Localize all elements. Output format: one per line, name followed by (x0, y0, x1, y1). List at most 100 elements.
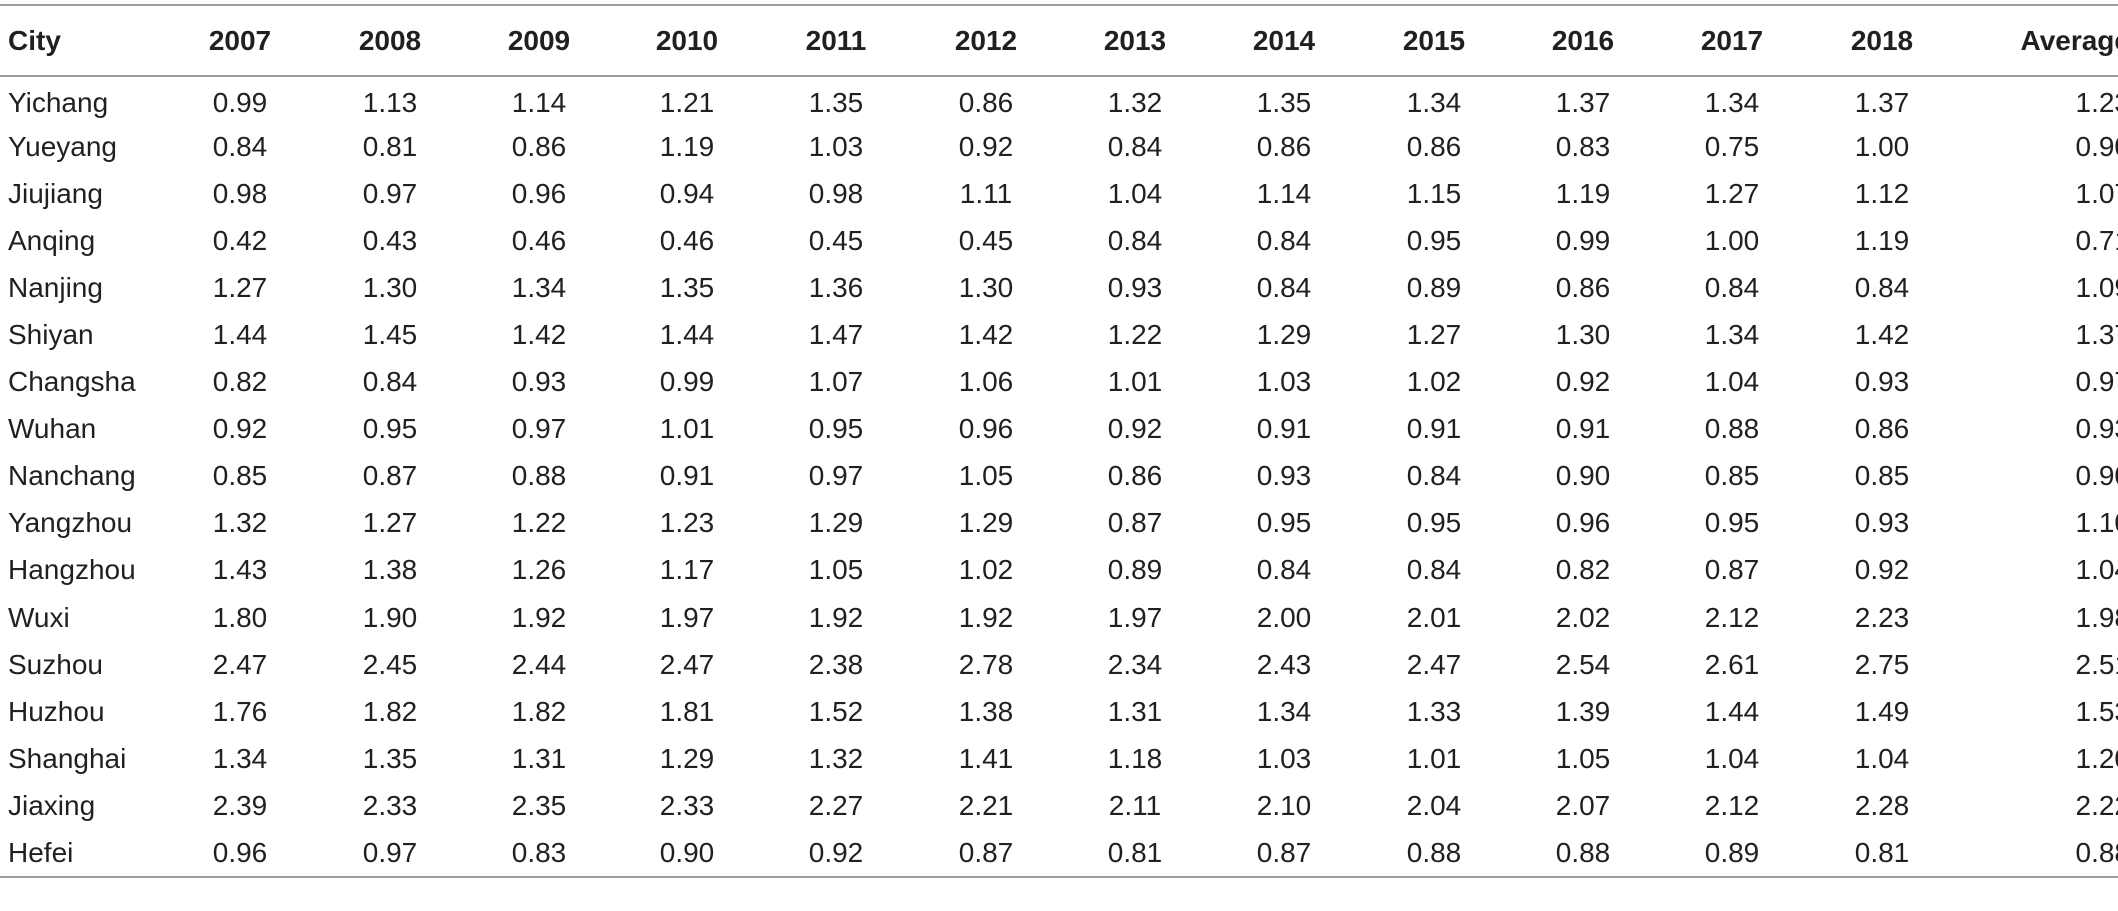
year-value-cell: 0.45 (958, 224, 1014, 256)
year-value-cell: 0.84 (1256, 554, 1312, 586)
average-value-cell: 1.09 (2075, 271, 2118, 303)
year-value-cell: 2.38 (808, 648, 864, 680)
year-value-cell: 1.12 (1854, 177, 1910, 209)
year-value-cell: 0.97 (808, 460, 864, 492)
year-value-cell: 0.89 (1406, 271, 1462, 303)
year-value-cell: 0.84 (212, 130, 268, 162)
year-value-cell: 0.91 (1256, 413, 1312, 445)
year-value-cell: 1.34 (212, 742, 268, 774)
year-value-cell: 0.83 (465, 829, 613, 878)
year-value-cell: 0.46 (659, 224, 715, 256)
year-value-cell: 1.23 (659, 507, 715, 539)
average-value-cell: 2.22 (2075, 789, 2118, 821)
year-value-cell: 0.95 (1406, 224, 1462, 256)
year-value-cell: 1.36 (808, 271, 864, 303)
city-name-cell: Yichang (8, 87, 109, 119)
year-value-cell: 0.98 (808, 177, 864, 209)
year-value-cell: 2.54 (1555, 648, 1611, 680)
year-value-cell: 0.85 (1854, 460, 1910, 492)
average-value-cell: 0.71 (2075, 224, 2118, 256)
year-value-cell: 2.43 (1256, 648, 1312, 680)
year-value-cell: 1.15 (1406, 177, 1462, 209)
column-header-year: 2010 (613, 4, 761, 77)
year-value-cell: 1.03 (1256, 366, 1312, 398)
year-value-cell: 2.28 (1854, 789, 1910, 821)
year-value-cell: 0.98 (212, 177, 268, 209)
average-value-cell: 1.23 (2075, 87, 2118, 119)
year-value-cell: 1.35 (808, 87, 864, 119)
year-value-cell: 2.35 (511, 789, 567, 821)
year-value-cell: 1.31 (1107, 695, 1163, 727)
year-value-cell: 1.27 (362, 507, 418, 539)
year-value-cell: 1.01 (659, 413, 715, 445)
year-value-cell: 0.84 (1107, 224, 1163, 256)
column-header-year: 2014 (1209, 4, 1359, 77)
year-value-cell: 1.38 (362, 554, 418, 586)
year-value-cell: 0.75 (1704, 130, 1760, 162)
average-value-cell: 1.37 (2075, 319, 2118, 351)
year-value-cell: 1.90 (362, 601, 418, 633)
table-row: Hangzhou 1.43 1.38 1.26 1.17 1.05 1.02 0.89 0.84… (0, 547, 2118, 594)
year-value-cell: 0.87 (911, 829, 1061, 878)
year-value-cell: 2.07 (1555, 789, 1611, 821)
year-value-cell: 0.81 (1807, 829, 1957, 878)
average-value-cell: 1.53 (2075, 695, 2118, 727)
year-value-cell: 0.96 (958, 413, 1014, 445)
year-value-cell: 0.84 (1406, 460, 1462, 492)
table-row: Yangzhou 1.32 1.27 1.22 1.23 1.29 1.29 0.87 0.95… (0, 500, 2118, 547)
year-value-cell: 2.04 (1406, 789, 1462, 821)
city-name-cell: Hefei (0, 829, 165, 878)
year-value-cell: 2.47 (659, 648, 715, 680)
year-value-cell: 2.61 (1704, 648, 1760, 680)
year-value-cell: 0.95 (808, 413, 864, 445)
year-value-cell: 1.41 (958, 742, 1014, 774)
table-row: Jiujiang 0.98 0.97 0.96 0.94 0.98 1.11 1.04 1.14… (0, 170, 2118, 217)
header-row: City 2007 2008 2009 2010 2011 2012 2013 2014 2015… (0, 4, 2118, 77)
year-value-cell: 1.04 (1107, 177, 1163, 209)
year-value-cell: 0.84 (362, 366, 418, 398)
year-value-cell: 1.06 (958, 366, 1014, 398)
year-value-cell: 2.75 (1854, 648, 1910, 680)
year-value-cell: 2.78 (958, 648, 1014, 680)
table-row: Anqing 0.42 0.43 0.46 0.46 0.45 0.45 0.84 0.84 0.… (0, 217, 2118, 264)
year-value-cell: 1.32 (1107, 87, 1163, 119)
year-value-cell: 1.30 (1555, 319, 1611, 351)
table-row: Hefei 0.96 0.97 0.83 0.90 0.92 0.87 0.81 0.87 0.8… (0, 829, 2118, 878)
year-value-cell: 0.84 (1704, 271, 1760, 303)
year-value-cell: 0.91 (1555, 413, 1611, 445)
year-value-cell: 1.92 (511, 601, 567, 633)
year-value-cell: 1.31 (511, 742, 567, 774)
year-value-cell: 0.97 (511, 413, 567, 445)
average-value-cell: 0.90 (2075, 130, 2118, 162)
city-data-table: City 2007 2008 2009 2010 2011 2012 2013 2014 2015… (0, 4, 2118, 878)
year-value-cell: 1.47 (808, 319, 864, 351)
year-value-cell: 1.38 (958, 695, 1014, 727)
year-value-cell: 0.99 (659, 366, 715, 398)
year-value-cell: 1.29 (958, 507, 1014, 539)
year-value-cell: 2.27 (808, 789, 864, 821)
table-row: Yueyang 0.84 0.81 0.86 1.19 1.03 0.92 0.84 0.86 0… (0, 123, 2118, 170)
year-value-cell: 1.35 (362, 742, 418, 774)
column-header-year: 2011 (761, 4, 911, 77)
year-value-cell: 1.37 (1854, 87, 1910, 119)
year-value-cell: 0.88 (1509, 829, 1657, 878)
year-value-cell: 2.45 (362, 648, 418, 680)
year-value-cell: 1.19 (1854, 224, 1910, 256)
year-value-cell: 0.83 (1555, 130, 1611, 162)
year-value-cell: 0.93 (1854, 366, 1910, 398)
year-value-cell: 1.04 (1854, 742, 1910, 774)
year-value-cell: 0.92 (1854, 554, 1910, 586)
year-value-cell: 0.86 (1406, 130, 1462, 162)
year-value-cell: 0.94 (659, 177, 715, 209)
year-value-cell: 1.21 (659, 87, 715, 119)
average-value-cell: 1.04 (2075, 554, 2118, 586)
year-value-cell: 2.23 (1854, 601, 1910, 633)
year-value-cell: 1.97 (1107, 601, 1163, 633)
year-value-cell: 0.86 (1854, 413, 1910, 445)
table-body: Yichang 0.99 1.13 1.14 1.21 1.35 0.86 1.32 1.35 1… (0, 76, 2118, 878)
year-value-cell: 1.32 (808, 742, 864, 774)
year-value-cell: 1.80 (212, 601, 268, 633)
year-value-cell: 0.84 (1406, 554, 1462, 586)
year-value-cell: 0.86 (1256, 130, 1312, 162)
city-name-cell: Yangzhou (8, 507, 133, 539)
